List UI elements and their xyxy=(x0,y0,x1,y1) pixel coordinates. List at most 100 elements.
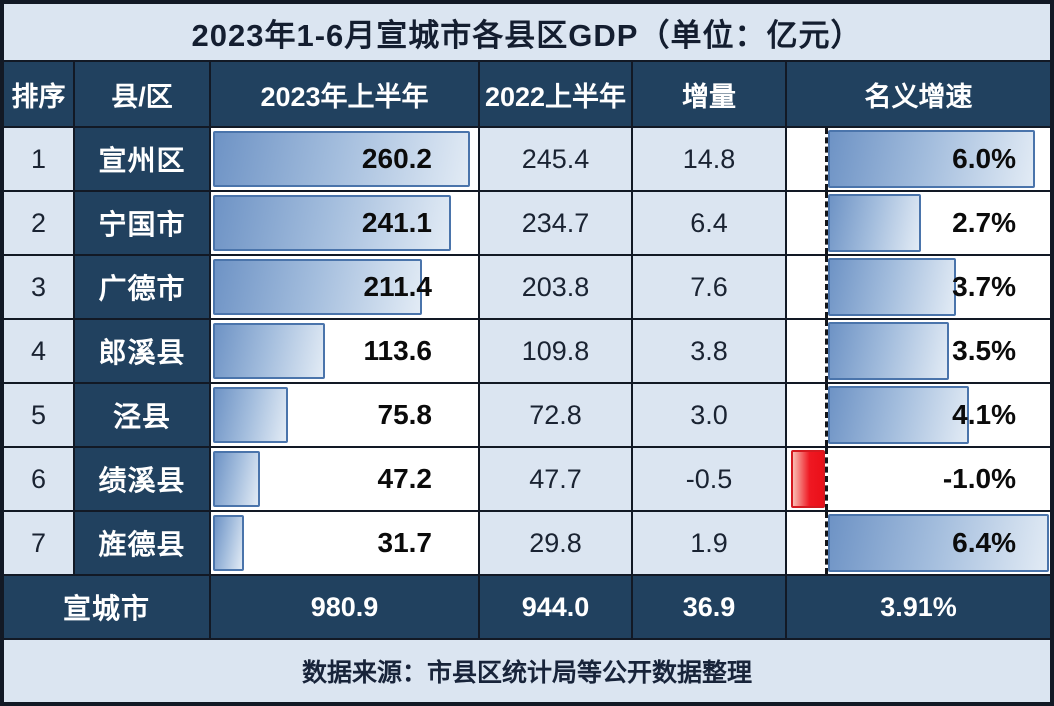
zero-axis-dashed-line xyxy=(825,448,828,510)
growth-value: 4.1% xyxy=(952,399,1016,430)
gdp2023-value: 211.4 xyxy=(363,271,432,302)
gdp2023-cell: 113.6 xyxy=(211,320,478,382)
gdp2023-value: 75.8 xyxy=(377,399,433,430)
rank-cell: 4 xyxy=(4,320,73,382)
gdp2022-cell: 29.8 xyxy=(480,512,631,574)
growth-bar xyxy=(828,258,956,316)
table-row: 6 绩溪县 47.2 47.7 -0.5 -1.0% xyxy=(4,448,1050,510)
delta-cell: 3.0 xyxy=(633,384,785,446)
gdp2023-value: 241.1 xyxy=(361,207,432,238)
district-cell: 宁国市 xyxy=(75,192,209,254)
rank-cell: 1 xyxy=(4,128,73,190)
total-delta-value: 36.9 xyxy=(633,576,785,638)
gdp2023-cell: 211.4 xyxy=(211,256,478,318)
total-label: 宣城市 xyxy=(4,576,209,638)
delta-value: 14.8 xyxy=(682,143,736,174)
delta-cell: 7.6 xyxy=(633,256,785,318)
growth-bar xyxy=(828,322,949,380)
header-rank: 排序 xyxy=(4,62,73,126)
rank-value: 5 xyxy=(30,399,47,430)
gdp2022-value: 72.8 xyxy=(529,399,582,430)
rank-value: 4 xyxy=(30,335,47,366)
gdp2023-value: 113.6 xyxy=(363,335,432,366)
growth-value: 3.5% xyxy=(952,335,1016,366)
total-growth-value: 3.91% xyxy=(787,576,1050,638)
rank-cell: 2 xyxy=(4,192,73,254)
data-source-note: 数据来源：市县区统计局等公开数据整理 xyxy=(4,640,1050,702)
rank-value: 1 xyxy=(30,143,47,174)
gdp2022-cell: 109.8 xyxy=(480,320,631,382)
growth-bar xyxy=(790,450,825,508)
table-header-row: 排序 县/区 2023年上半年 2022上半年 增量 名义增速 xyxy=(4,62,1050,126)
header-delta: 增量 xyxy=(633,62,785,126)
growth-cell: 3.7% xyxy=(787,256,1050,318)
gdp2023-cell: 75.8 xyxy=(211,384,478,446)
district-name: 广德市 xyxy=(98,273,186,304)
district-name: 旌德县 xyxy=(98,529,186,560)
growth-cell: 3.5% xyxy=(787,320,1050,382)
district-cell: 郎溪县 xyxy=(75,320,209,382)
gdp2022-value: 29.8 xyxy=(529,527,582,558)
district-cell: 旌德县 xyxy=(75,512,209,574)
delta-cell: -0.5 xyxy=(633,448,785,510)
gdp-bar xyxy=(213,131,470,187)
gdp2023-cell: 241.1 xyxy=(211,192,478,254)
gdp2022-cell: 245.4 xyxy=(480,128,631,190)
zero-axis-dashed-line xyxy=(825,256,828,318)
header-growth: 名义增速 xyxy=(787,62,1050,126)
gdp2022-cell: 234.7 xyxy=(480,192,631,254)
growth-bar xyxy=(828,130,1035,188)
gdp2022-cell: 47.7 xyxy=(480,448,631,510)
growth-cell: 4.1% xyxy=(787,384,1050,446)
gdp-bar xyxy=(213,323,325,379)
delta-cell: 14.8 xyxy=(633,128,785,190)
gdp2022-value: 203.8 xyxy=(521,271,590,302)
district-name: 泾县 xyxy=(112,401,171,432)
zero-axis-dashed-line xyxy=(825,384,828,446)
gdp-bar xyxy=(213,387,288,443)
table-row: 2 宁国市 241.1 234.7 6.4 2.7% xyxy=(4,192,1050,254)
growth-cell: 6.4% xyxy=(787,512,1050,574)
header-gdp2022: 2022上半年 xyxy=(480,62,631,126)
rank-cell: 3 xyxy=(4,256,73,318)
table-row: 7 旌德县 31.7 29.8 1.9 6.4% xyxy=(4,512,1050,574)
delta-value: 7.6 xyxy=(690,271,728,302)
delta-cell: 6.4 xyxy=(633,192,785,254)
gdp2023-value: 260.2 xyxy=(361,143,432,174)
total-gdp2022-value: 944.0 xyxy=(480,576,631,638)
gdp2023-cell: 47.2 xyxy=(211,448,478,510)
gdp-bar xyxy=(213,195,451,251)
gdp-bar xyxy=(213,259,422,315)
rank-value: 7 xyxy=(30,527,47,558)
delta-cell: 1.9 xyxy=(633,512,785,574)
growth-value: 3.7% xyxy=(952,271,1016,302)
growth-bar xyxy=(828,514,1049,572)
gdp2022-value: 245.4 xyxy=(521,143,590,174)
growth-cell: -1.0% xyxy=(787,448,1050,510)
total-row: 宣城市 980.9 944.0 36.9 3.91% xyxy=(4,576,1050,638)
gdp2022-value: 234.7 xyxy=(521,207,590,238)
zero-axis-dashed-line xyxy=(825,320,828,382)
delta-value: 3.0 xyxy=(690,399,728,430)
header-gdp2023: 2023年上半年 xyxy=(211,62,478,126)
rank-value: 3 xyxy=(30,271,47,302)
total-gdp2023-value: 980.9 xyxy=(211,576,478,638)
district-name: 宣州区 xyxy=(98,145,186,176)
table-row: 3 广德市 211.4 203.8 7.6 3.7% xyxy=(4,256,1050,318)
gdp-bar xyxy=(213,451,260,507)
district-cell: 宣州区 xyxy=(75,128,209,190)
gdp2023-cell: 260.2 xyxy=(211,128,478,190)
growth-value: -1.0% xyxy=(942,463,1016,494)
district-name: 宁国市 xyxy=(98,209,186,240)
district-cell: 广德市 xyxy=(75,256,209,318)
growth-value: 6.4% xyxy=(952,527,1016,558)
gdp2022-value: 109.8 xyxy=(521,335,590,366)
growth-value: 6.0% xyxy=(952,143,1016,174)
zero-axis-dashed-line xyxy=(825,512,828,574)
gdp2022-cell: 72.8 xyxy=(480,384,631,446)
district-name: 郎溪县 xyxy=(98,337,186,368)
rank-value: 2 xyxy=(30,207,47,238)
growth-cell: 6.0% xyxy=(787,128,1050,190)
page-title: 2023年1-6月宣城市各县区GDP（单位：亿元） xyxy=(4,4,1050,60)
